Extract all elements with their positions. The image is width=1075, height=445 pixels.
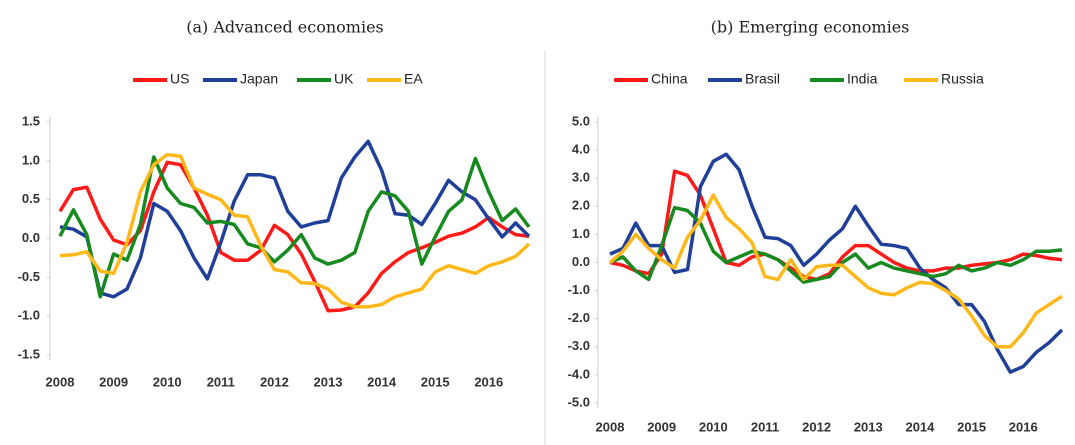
x-tick-label: 2009 bbox=[647, 419, 676, 434]
y-tick-label: 4.0 bbox=[572, 142, 590, 157]
x-tick-label: 2013 bbox=[854, 419, 883, 434]
legend-label: UK bbox=[334, 71, 354, 87]
x-tick-label: 2016 bbox=[474, 374, 503, 389]
y-tick-label: 1.0 bbox=[572, 226, 590, 241]
y-tick-label: 0.5 bbox=[22, 191, 40, 206]
x-tick-label: 2012 bbox=[802, 419, 831, 434]
x-tick-label: 2010 bbox=[153, 374, 182, 389]
legend-label: China bbox=[651, 71, 688, 87]
x-tick-label: 2008 bbox=[46, 374, 75, 389]
x-tick-label: 2011 bbox=[207, 374, 235, 389]
x-tick-label: 2010 bbox=[699, 419, 728, 434]
legend-label: EA bbox=[404, 71, 423, 87]
chart-title: (a) Advanced economies bbox=[186, 18, 384, 37]
y-tick-label: -1.0 bbox=[568, 282, 590, 297]
y-tick-label: -3.0 bbox=[568, 338, 590, 353]
y-tick-label: 1.0 bbox=[22, 152, 40, 167]
legend-label: Russia bbox=[941, 71, 984, 87]
x-tick-label: 2013 bbox=[314, 374, 343, 389]
series-line bbox=[608, 193, 1063, 349]
legend-label: US bbox=[170, 71, 189, 87]
y-tick-label: 1.5 bbox=[22, 113, 40, 128]
x-tick-label: 2016 bbox=[1009, 419, 1038, 434]
y-tick-label: -1.5 bbox=[18, 346, 40, 361]
y-tick-label: -1.0 bbox=[18, 308, 40, 323]
y-tick-label: 0.0 bbox=[22, 230, 40, 245]
x-tick-label: 2012 bbox=[260, 374, 289, 389]
series-line bbox=[58, 155, 531, 299]
series-line bbox=[609, 205, 1063, 284]
y-tick-label: -5.0 bbox=[568, 394, 590, 409]
y-tick-label: 5.0 bbox=[572, 113, 590, 128]
x-tick-label: 2011 bbox=[751, 419, 779, 434]
y-tick-label: -0.5 bbox=[18, 269, 40, 284]
x-tick-label: 2014 bbox=[367, 374, 397, 389]
y-tick-label: 0.0 bbox=[572, 254, 590, 269]
x-tick-label: 2014 bbox=[905, 419, 935, 434]
y-tick-label: 3.0 bbox=[572, 170, 590, 185]
legend-label: Japan bbox=[240, 71, 278, 87]
x-tick-label: 2015 bbox=[421, 374, 450, 389]
series-line bbox=[609, 152, 1064, 374]
x-tick-label: 2009 bbox=[99, 374, 128, 389]
y-tick-label: 2.0 bbox=[572, 198, 590, 213]
series-line bbox=[59, 152, 531, 309]
legend-label: Brasil bbox=[745, 71, 780, 87]
x-tick-label: 2015 bbox=[957, 419, 986, 434]
y-tick-label: -4.0 bbox=[568, 366, 590, 381]
chart-title: (b) Emerging economies bbox=[711, 18, 910, 37]
x-tick-label: 2008 bbox=[596, 419, 625, 434]
series-line bbox=[59, 139, 531, 299]
y-tick-label: -2.0 bbox=[568, 310, 590, 325]
legend-label: India bbox=[847, 71, 878, 87]
